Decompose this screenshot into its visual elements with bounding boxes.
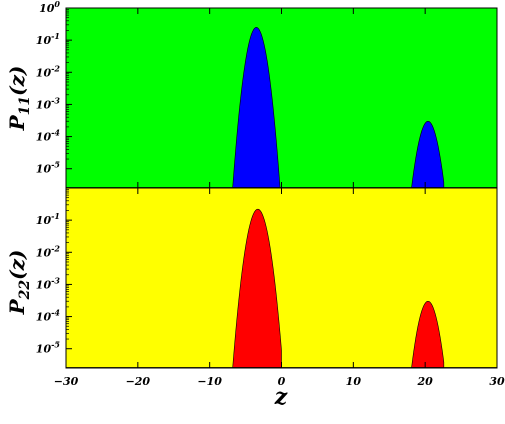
y-tick-base: 10 [36,278,52,291]
x-axis-label: z [274,384,288,410]
y-tick-exponent: 0 [54,0,60,9]
y-tick-base: 10 [36,98,52,111]
y-tick-base: 10 [36,34,52,47]
x-tick-label: 30 [489,375,505,388]
peak-area-0 [232,27,281,189]
x-tick-label: −20 [126,375,151,388]
y-tick-base: 10 [36,214,52,227]
y-tick-label: 10-3 [36,275,61,291]
y-tick-exponent: -3 [51,95,60,105]
y-tick-label: 10-4 [36,128,61,144]
y-tick-base: 10 [36,246,52,259]
x-axis: −30 −20 −10 0 10 20 30 [54,375,505,388]
y-tick-label: 10-5 [36,160,61,176]
y-tick-exponent: -2 [51,63,60,73]
y-tick-exponent: -5 [51,160,60,170]
y-tick-label: 10-5 [36,340,61,356]
y-tick-label: 10-4 [36,308,61,324]
y-tick-exponent: -1 [51,211,60,221]
y-axis-label-bottom: P22(z) [5,250,33,316]
y-axis-label-bottom-arg: (z) [5,250,29,280]
x-tick-label: −30 [54,375,79,388]
x-tick-label: 20 [417,375,434,388]
y-axis-label-top-main: P [5,114,29,131]
y-tick-base: 10 [36,163,52,176]
panel-bottom: 10-110-210-310-410-5 [36,187,498,369]
y-tick-label: 10-2 [36,243,61,259]
y-tick-base: 10 [36,66,52,79]
y-tick-base: 10 [36,131,52,144]
x-tick-label: 0 [278,375,286,388]
y-tick-label: 10-3 [36,95,61,111]
y-axis-label-top: P11(z) [5,66,33,132]
y-tick-exponent: -4 [51,308,60,318]
y-axis-label-top-arg: (z) [5,66,29,96]
x-tick-label: −10 [197,375,222,388]
y-tick-base: 10 [36,311,52,324]
peak-area-0 [232,208,282,369]
y-tick-exponent: -3 [51,275,60,285]
y-tick-label: 10-1 [36,211,60,227]
y-tick-label: 10-2 [36,63,61,79]
peak-area-1 [411,300,445,369]
y-axis-label-top-sub: 11 [17,96,33,115]
y-tick-base: 10 [36,343,52,356]
peak-area-1 [411,120,445,189]
y-tick-base: 10 [39,2,55,15]
y-axis-label-bottom-sub: 22 [17,280,33,301]
y-tick-exponent: -2 [51,243,60,253]
y-axis-label-bottom-main: P [5,298,29,315]
y-tick-label: 100 [39,0,60,15]
y-tick-exponent: -5 [51,340,60,350]
x-tick-label: 10 [346,375,362,388]
y-tick-exponent: -4 [51,128,60,138]
y-tick-label: 10-1 [36,31,60,47]
y-tick-exponent: -1 [51,31,60,41]
